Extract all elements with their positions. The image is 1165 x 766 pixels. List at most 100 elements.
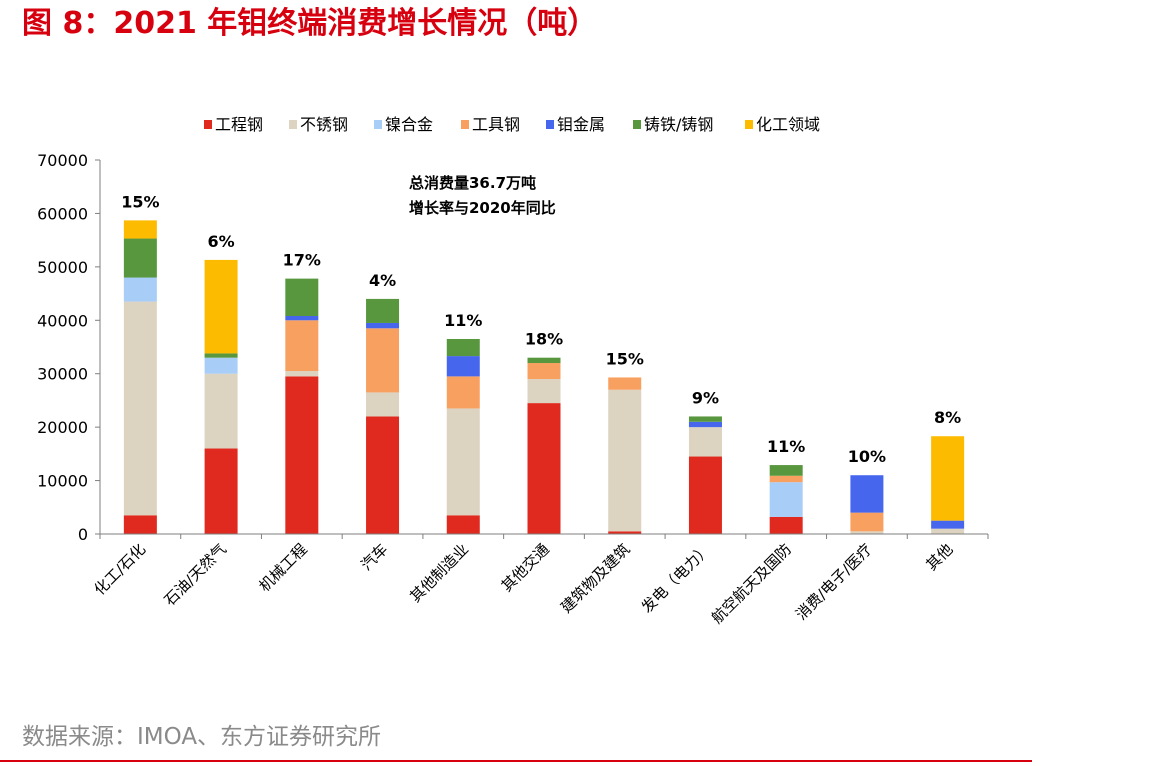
y-tick-label: 0: [78, 525, 88, 544]
legend-label: 化工领域: [756, 115, 820, 134]
y-tick-label: 50000: [37, 258, 88, 277]
growth-label: 11%: [444, 311, 482, 330]
annotation-line: 增长率与2020年同比: [409, 199, 556, 217]
bar-segment: [527, 363, 561, 380]
x-tick-label: 其他制造业: [406, 540, 472, 606]
bar-segment: [204, 357, 238, 374]
legend-label: 钼金属: [557, 115, 605, 134]
bar-segment: [204, 259, 238, 354]
bar-segment: [446, 376, 480, 409]
legend-label: 镍合金: [385, 115, 433, 134]
bar-segment: [769, 516, 803, 534]
x-axis: 化工/石化 石油/天然气 机械工程 汽车 其他制造业 其他交通 建筑物及建筑 发电（电力）航空…: [90, 533, 989, 627]
bar-segment: [527, 357, 561, 364]
bar-segment: [769, 475, 803, 483]
y-tick-label: 10000: [37, 472, 88, 491]
x-tick-label: 机械工程: [255, 540, 310, 595]
growth-label: 15%: [606, 349, 644, 368]
x-tick-label: 发电（电力）: [638, 540, 714, 616]
bar-segment: [123, 301, 157, 516]
bar-segment: [285, 320, 319, 372]
bar-segment: [123, 238, 157, 278]
bar-segment: [688, 456, 722, 534]
bar-segment: [769, 465, 803, 476]
bar-segment: [285, 371, 319, 377]
bar-segment: [366, 298, 400, 323]
legend-swatch: [461, 120, 469, 129]
growth-label: 15%: [121, 192, 159, 211]
bar-segment: [527, 379, 561, 404]
y-tick-label: 20000: [37, 418, 88, 437]
bar-segment: [366, 322, 400, 329]
bar-segment: [366, 392, 400, 417]
bar-segment: [446, 356, 480, 377]
legend-swatch: [633, 120, 641, 129]
bar-segment: [285, 278, 319, 317]
bar-segment: [608, 389, 642, 532]
y-tick-label: 40000: [37, 311, 88, 330]
legend-label: 铸铁/铸钢: [644, 115, 713, 134]
growth-label: 9%: [692, 388, 719, 407]
source-note: 数据来源：IMOA、东方证券研究所: [22, 724, 382, 750]
x-tick-label: 航空航天及国防: [708, 540, 795, 627]
bar-segment: [931, 528, 965, 534]
x-tick-label: 化工/石化: [90, 540, 149, 599]
bar-segment: [688, 416, 722, 422]
bar-segment: [285, 316, 319, 321]
bar-segment: [608, 531, 642, 534]
bar-segment: [527, 403, 561, 534]
bar-segment: [204, 448, 238, 534]
bar-segment: [446, 515, 480, 534]
legend-swatch: [204, 120, 212, 129]
bar-segment: [123, 515, 157, 534]
y-tick-label: 70000: [37, 151, 88, 170]
legend-swatch: [289, 120, 297, 129]
x-tick-label: 其他: [923, 540, 957, 574]
growth-label: 8%: [934, 408, 961, 427]
figure-title: 图 8：2021 年钼终端消费增长情况（吨）: [22, 6, 598, 41]
growth-label: 18%: [525, 330, 563, 349]
bar-segment: [204, 373, 238, 449]
legend-label: 不锈钢: [300, 115, 348, 134]
bar-segment: [688, 427, 722, 457]
x-tick-label: 其他交通: [498, 540, 553, 595]
y-axis: 0 10000 20000 30000 40000 50000 60000 70000: [37, 151, 101, 544]
legend-swatch: [546, 120, 554, 129]
y-tick-label: 60000: [37, 204, 88, 223]
bar-segment: [850, 475, 884, 513]
bar-segment: [366, 416, 400, 534]
annotation-line: 总消费量36.7万吨: [409, 174, 536, 192]
legend-label: 工程钢: [215, 115, 263, 134]
growth-label: 17%: [283, 251, 321, 270]
x-tick-label: 汽车: [357, 540, 391, 574]
bottom-rule: [0, 760, 1032, 762]
bars: [123, 220, 965, 534]
growth-label: 10%: [848, 447, 886, 466]
bar-segment: [366, 328, 400, 393]
bar-segment: [931, 520, 965, 529]
x-tick-label: 建筑物及建筑: [557, 540, 633, 616]
bar-segment: [608, 377, 642, 390]
growth-label: 4%: [369, 271, 396, 290]
bar-segment: [446, 408, 480, 516]
bar-segment: [769, 482, 803, 517]
bar-segment: [123, 277, 157, 302]
growth-label: 11%: [767, 437, 805, 456]
stacked-bar-chart: 工程钢 不锈钢 镍合金 工具钢 钼金属 铸铁/铸钢 化工领域 总消费量36.7万吨增长率与2…: [37, 115, 989, 627]
bar-segment: [850, 512, 884, 532]
legend-swatch: [745, 120, 753, 129]
bar-segment: [688, 421, 722, 428]
x-tick-label: 消费/电子/医疗: [792, 540, 876, 624]
y-tick-label: 30000: [37, 365, 88, 384]
growth-label: 6%: [208, 232, 235, 251]
legend-swatch: [374, 120, 382, 129]
growth-labels: 15% 6% 17% 4% 11% 18% 15% 9% 11% 10% 8%: [121, 192, 961, 466]
legend-label: 工具钢: [472, 115, 520, 134]
bar-segment: [931, 436, 965, 521]
bar-segment: [123, 220, 157, 239]
x-tick-label: 石油/天然气: [161, 540, 230, 609]
bar-segment: [204, 353, 238, 358]
legend: 工程钢 不锈钢 镍合金 工具钢 钼金属 铸铁/铸钢 化工领域: [204, 115, 820, 134]
bar-segment: [285, 376, 319, 534]
